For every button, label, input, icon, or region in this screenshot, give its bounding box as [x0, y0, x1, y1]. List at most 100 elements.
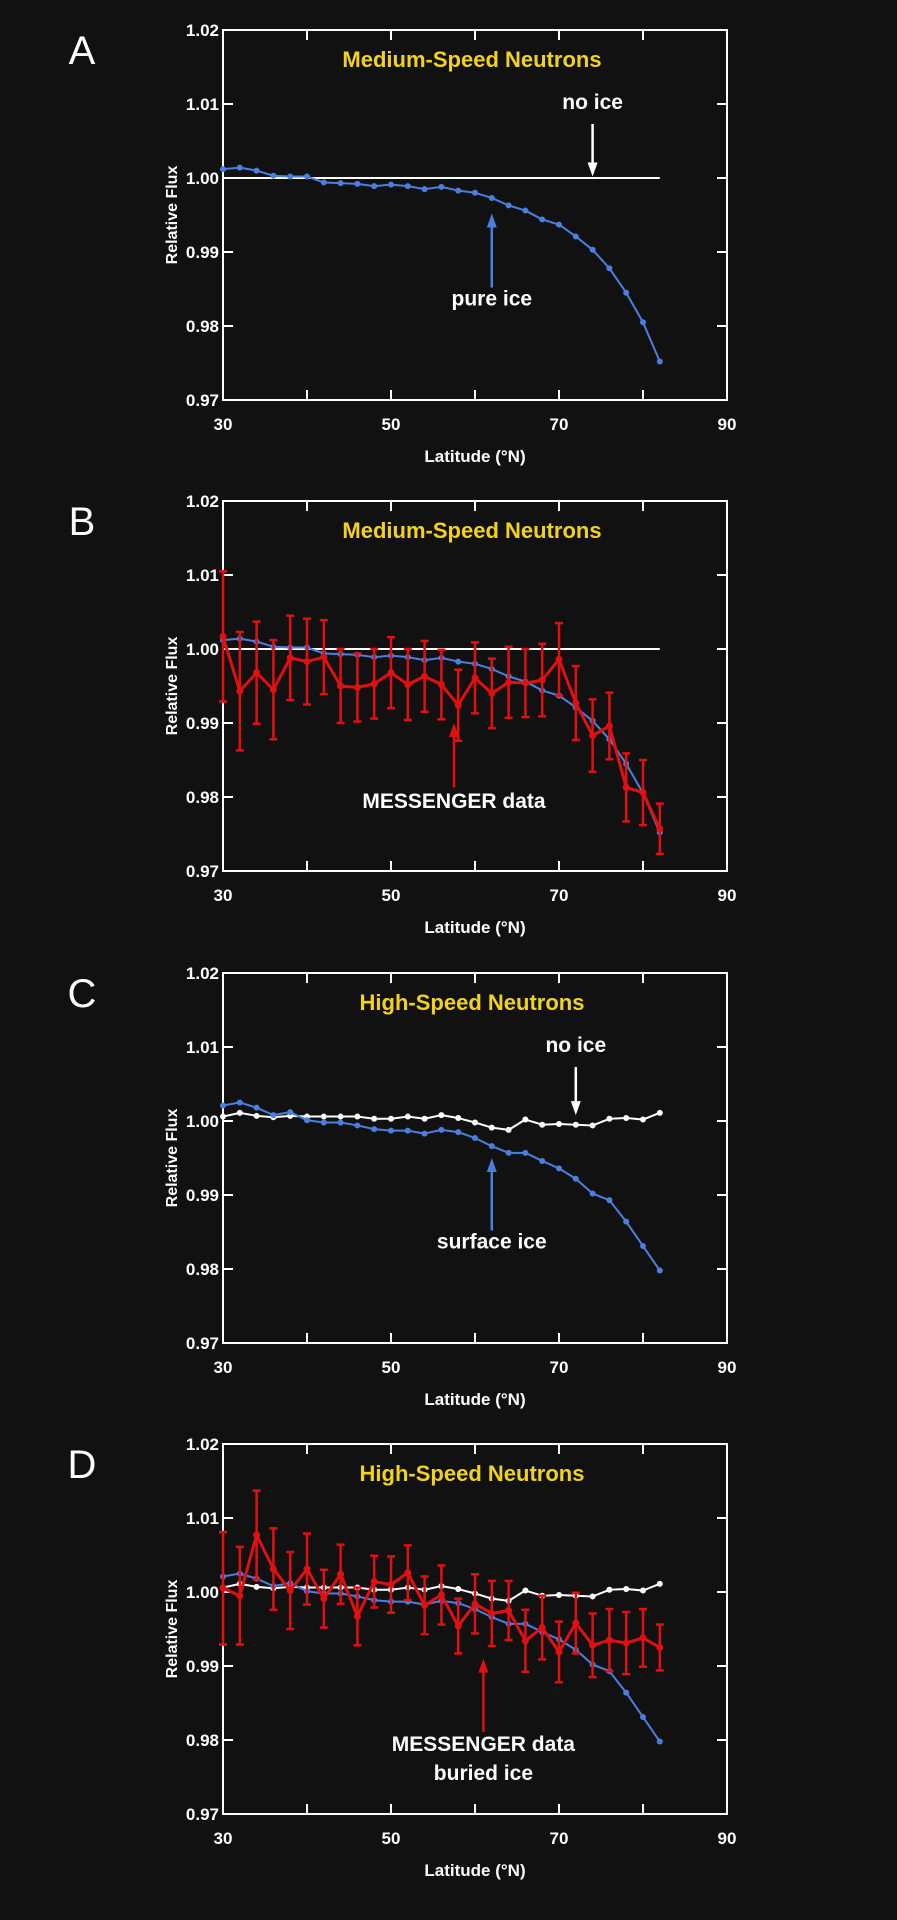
data-point [354, 1113, 361, 1120]
data-point [606, 1197, 613, 1204]
data-point [555, 1648, 563, 1656]
x-axis-label: Latitude (°N) [424, 918, 525, 937]
x-tick-label: 90 [718, 1829, 737, 1848]
data-point [404, 1127, 411, 1134]
series-line [222, 166, 661, 362]
data-point [488, 689, 496, 697]
data-point [589, 1122, 596, 1129]
data-point [556, 1165, 562, 1172]
chart-title: High-Speed Neutrons [360, 990, 585, 1015]
data-point [521, 1637, 529, 1645]
arrow-head-icon [570, 1101, 581, 1116]
annotation-label: pure ice [452, 287, 533, 310]
panel-c: C 30 50 70 90 0.97 0.98 0.99 1.00 1.01 1.02 Latitud… [68, 964, 737, 1409]
data-point [640, 1714, 646, 1721]
data-point [404, 681, 412, 689]
x-tick-label: 70 [550, 415, 569, 434]
data-point [589, 732, 597, 740]
data-point [656, 1109, 663, 1116]
data-point [556, 221, 562, 228]
panel-a: A 30 50 70 90 0.97 0.98 0.99 1.00 1.01 1.02 Latitud… [69, 21, 737, 466]
x-tick-label: 30 [214, 1358, 233, 1377]
data-point [639, 789, 647, 797]
y-tick-label: 1.00 [186, 169, 219, 188]
y-tick-label: 1.00 [186, 1583, 219, 1602]
data-point [253, 167, 260, 174]
data-point [320, 1119, 327, 1126]
y-tick-label: 1.01 [186, 1038, 219, 1057]
series-pure-ice [220, 164, 663, 365]
arrow-head-icon [478, 1658, 489, 1673]
y-tick-label: 0.98 [186, 1260, 219, 1279]
x-tick-label: 90 [718, 415, 737, 434]
data-point [353, 683, 361, 691]
x-tick-label: 50 [382, 886, 401, 905]
chart-title: Medium-Speed Neutrons [342, 47, 601, 72]
data-point [438, 1126, 445, 1133]
data-point [438, 183, 445, 190]
y-tick-label: 1.01 [186, 95, 219, 114]
data-point [236, 687, 244, 695]
data-point [623, 1218, 630, 1225]
data-point [605, 1636, 613, 1644]
data-point [656, 1580, 663, 1587]
data-point [370, 1578, 378, 1586]
data-point [303, 658, 311, 666]
data-point [437, 1591, 445, 1599]
x-tick-label: 30 [214, 1829, 233, 1848]
data-point [488, 1143, 495, 1150]
data-point [656, 358, 663, 365]
y-tick-label: 0.97 [186, 1805, 219, 1824]
data-point [286, 654, 294, 662]
y-tick-label: 0.98 [186, 1731, 219, 1750]
data-point [606, 1115, 613, 1122]
annotation: MESSENGER data [362, 723, 546, 813]
data-point [488, 1124, 495, 1131]
panel-label: A [69, 29, 96, 73]
data-point [270, 172, 277, 179]
data-point [236, 164, 243, 171]
annotation: pure ice [452, 213, 533, 310]
data-point [337, 1570, 345, 1578]
data-point [253, 669, 261, 677]
y-tick-label: 1.00 [186, 640, 219, 659]
x-tick-label: 30 [214, 886, 233, 905]
data-point [539, 216, 546, 223]
y-tick-label: 0.98 [186, 788, 219, 807]
data-point [219, 632, 227, 640]
data-point [303, 1565, 311, 1573]
data-point [555, 655, 563, 663]
data-point [404, 1569, 412, 1577]
data-point [304, 1117, 310, 1124]
y-tick-label: 1.01 [186, 1509, 219, 1528]
plot-frame [222, 29, 728, 401]
data-point [522, 1116, 529, 1123]
y-tick-label: 0.97 [186, 1334, 219, 1353]
arrow-head-icon [449, 723, 459, 737]
y-axis-label: Relative Flux [164, 166, 181, 265]
data-point [605, 722, 613, 730]
y-tick-label: 1.01 [186, 566, 219, 585]
annotation-label: no ice [545, 1034, 606, 1057]
data-point [472, 189, 478, 196]
data-point [606, 265, 613, 272]
annotation: surface ice [437, 1158, 547, 1253]
x-tick-label: 30 [214, 415, 233, 434]
annotation: no ice [562, 91, 623, 177]
panel-d: D 30 50 70 90 0.97 0.98 0.99 1.00 1.01 1.02 Latitud… [68, 1435, 737, 1880]
data-point [505, 202, 512, 209]
x-tick-label: 50 [382, 1829, 401, 1848]
data-point [337, 682, 345, 690]
series-messenger-data [219, 1489, 664, 1684]
data-point [471, 674, 479, 682]
data-point [589, 1641, 597, 1649]
data-point [437, 681, 445, 689]
data-point [538, 676, 546, 684]
data-point [572, 699, 580, 707]
data-point [320, 1113, 327, 1120]
data-point [388, 1127, 394, 1134]
data-point [370, 680, 378, 688]
data-point [388, 1115, 394, 1122]
data-point [522, 207, 529, 214]
data-point [404, 1113, 411, 1120]
